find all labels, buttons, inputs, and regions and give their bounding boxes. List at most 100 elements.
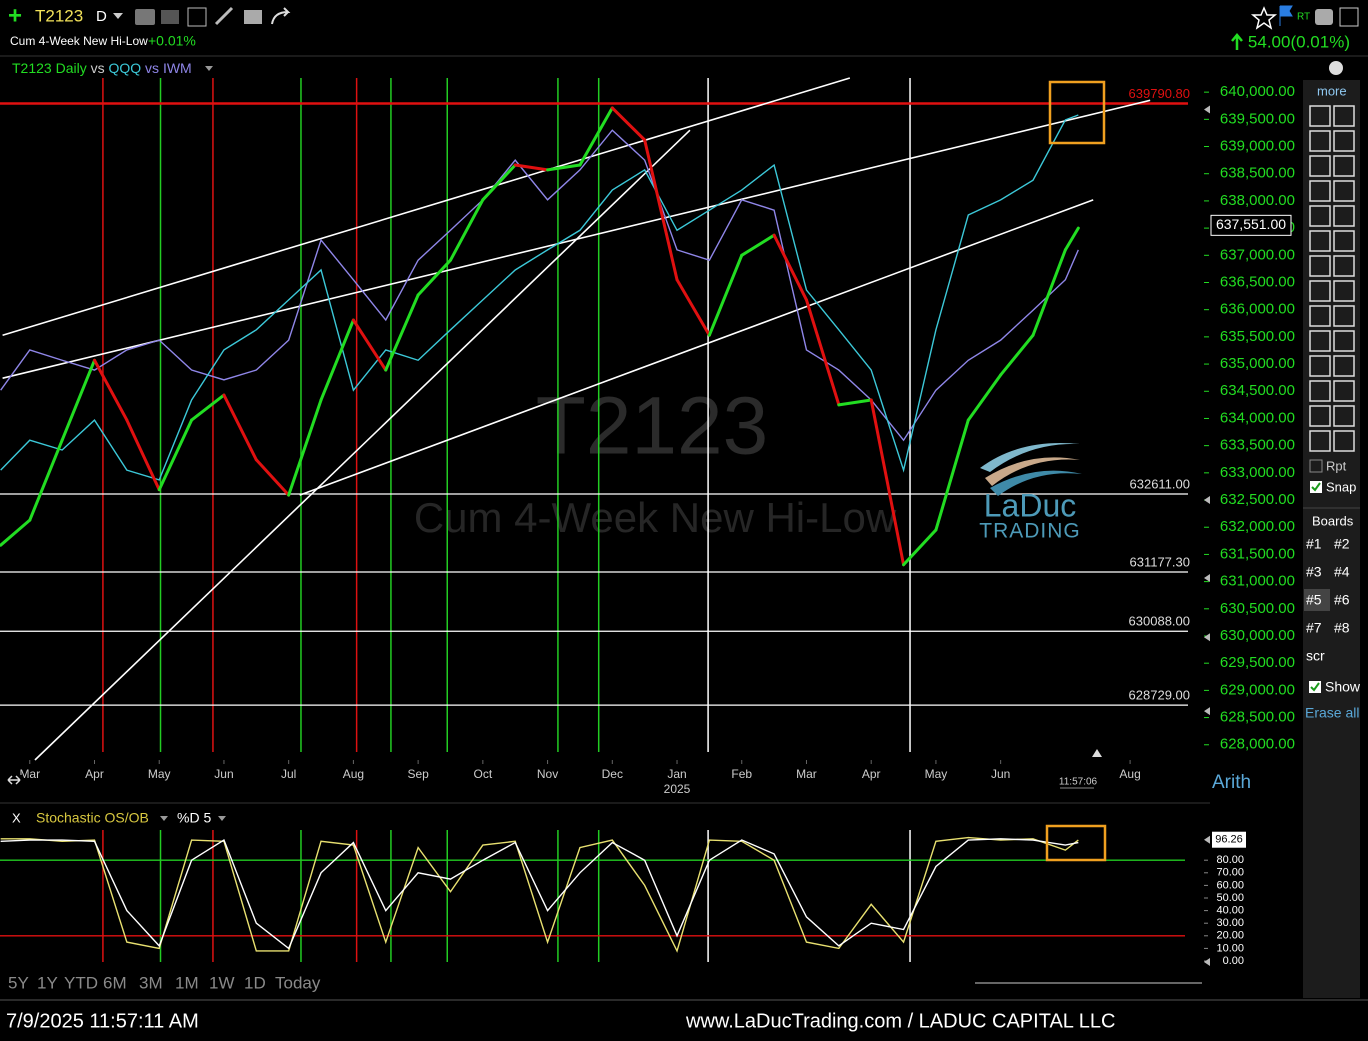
range-button[interactable]: 1M bbox=[175, 973, 199, 992]
series-segment bbox=[125, 418, 161, 492]
tool-button[interactable] bbox=[1309, 280, 1331, 302]
axis-icon bbox=[7, 775, 21, 785]
range-button[interactable]: YTD bbox=[64, 973, 98, 992]
range-button[interactable]: 6M bbox=[103, 973, 127, 992]
tool-button[interactable] bbox=[1309, 105, 1331, 127]
tool-button[interactable] bbox=[1333, 255, 1355, 277]
axis-marker bbox=[1204, 495, 1210, 504]
range-button[interactable]: 5Y bbox=[8, 973, 29, 992]
axis-marker bbox=[1204, 958, 1210, 966]
tool-button[interactable] bbox=[1333, 230, 1355, 252]
tool-button[interactable] bbox=[1333, 305, 1355, 327]
tool-button[interactable] bbox=[1333, 430, 1355, 452]
y-tick-label: 0.00 bbox=[1223, 955, 1244, 967]
checkbox[interactable] bbox=[1309, 459, 1323, 473]
board-button[interactable]: #5 bbox=[1306, 592, 1322, 608]
range-button[interactable]: Today bbox=[275, 973, 321, 992]
series-segment bbox=[740, 233, 776, 257]
tool-button[interactable] bbox=[1309, 130, 1331, 152]
dropdown bbox=[218, 816, 226, 821]
range-button[interactable]: 1Y bbox=[37, 973, 58, 992]
board-button[interactable]: #2 bbox=[1334, 536, 1350, 552]
highlight-box bbox=[1045, 824, 1107, 862]
tool-icon[interactable] bbox=[214, 6, 234, 26]
x-tick-label: May bbox=[148, 767, 171, 781]
tool-icon[interactable] bbox=[244, 10, 262, 24]
tool-button[interactable] bbox=[1309, 330, 1331, 352]
legend-entry: T2123 Daily bbox=[12, 60, 87, 76]
close-button[interactable]: X bbox=[12, 810, 21, 825]
time-marker bbox=[1092, 749, 1102, 757]
legend-dropdown bbox=[205, 66, 213, 71]
range-button[interactable]: 1D bbox=[244, 973, 266, 992]
share-icon[interactable] bbox=[271, 7, 291, 25]
board-button[interactable]: scr bbox=[1306, 648, 1325, 664]
checkmark bbox=[1311, 482, 1321, 492]
tool-button[interactable] bbox=[1333, 355, 1355, 377]
tool-button[interactable] bbox=[1333, 155, 1355, 177]
series-segment bbox=[869, 398, 906, 567]
x-tick-label: Jul bbox=[281, 767, 296, 781]
tool-button[interactable] bbox=[1309, 355, 1331, 377]
x-tick-label: Jun bbox=[991, 767, 1010, 781]
tool-button[interactable] bbox=[1309, 405, 1331, 427]
tool-icon[interactable] bbox=[161, 10, 179, 24]
tool-button[interactable] bbox=[1333, 280, 1355, 302]
flag-icon[interactable] bbox=[1279, 5, 1293, 26]
tool-button[interactable] bbox=[1309, 155, 1331, 177]
tool-icon[interactable] bbox=[187, 7, 207, 27]
axis-marker bbox=[1204, 633, 1210, 642]
y-tick-label: 631,500.00 bbox=[1220, 545, 1295, 562]
tool-button[interactable] bbox=[1309, 430, 1331, 452]
tool-button[interactable] bbox=[1333, 405, 1355, 427]
change: 54.00(0.01%) bbox=[1248, 32, 1350, 51]
axis-marker bbox=[1204, 835, 1210, 844]
favorite-icon[interactable] bbox=[1250, 6, 1278, 30]
board-button[interactable]: #6 bbox=[1334, 592, 1350, 608]
range-button[interactable]: 1W bbox=[209, 973, 235, 992]
board-button[interactable]: #8 bbox=[1334, 620, 1350, 636]
interval-dropdown[interactable] bbox=[113, 13, 123, 19]
tool-button[interactable] bbox=[1309, 205, 1331, 227]
series-segment bbox=[384, 293, 420, 372]
tool-button[interactable] bbox=[1333, 330, 1355, 352]
board-button[interactable]: #3 bbox=[1306, 564, 1322, 580]
series-segment bbox=[481, 163, 517, 202]
series-segment bbox=[319, 318, 355, 402]
board-button[interactable]: #7 bbox=[1306, 620, 1322, 636]
series-segment bbox=[351, 318, 388, 372]
y-tick-label: 20.00 bbox=[1216, 930, 1244, 942]
settings-icon[interactable] bbox=[1315, 9, 1333, 25]
tool-button[interactable] bbox=[1309, 255, 1331, 277]
tool-icon[interactable] bbox=[135, 9, 155, 25]
tool-button[interactable] bbox=[1309, 230, 1331, 252]
erase-all[interactable]: Erase all bbox=[1305, 705, 1359, 721]
series-segment bbox=[1063, 226, 1080, 252]
tool-button[interactable] bbox=[1309, 380, 1331, 402]
layout-icon[interactable] bbox=[1339, 7, 1359, 27]
y-tick-label: 631,000.00 bbox=[1220, 573, 1295, 590]
tool-button[interactable] bbox=[1309, 180, 1331, 202]
y-tick-label: 638,000.00 bbox=[1220, 192, 1295, 209]
trendline bbox=[299, 199, 1094, 496]
tool-button[interactable] bbox=[1333, 130, 1355, 152]
board-button[interactable]: #4 bbox=[1334, 564, 1350, 580]
y-tick-label: 60.00 bbox=[1216, 879, 1244, 891]
legend-entry: QQQ bbox=[108, 60, 141, 76]
add-button[interactable]: + bbox=[8, 2, 22, 29]
palette-icon[interactable] bbox=[1329, 61, 1343, 75]
tool-button[interactable] bbox=[1333, 180, 1355, 202]
symbol[interactable]: T2123 bbox=[35, 6, 83, 25]
tool-button[interactable] bbox=[1333, 105, 1355, 127]
tool-button[interactable] bbox=[1309, 305, 1331, 327]
logo-text: LaDuc bbox=[984, 487, 1077, 523]
more-button[interactable]: more bbox=[1317, 83, 1347, 98]
tool-button[interactable] bbox=[1333, 380, 1355, 402]
tool-button[interactable] bbox=[1333, 205, 1355, 227]
interval[interactable]: D bbox=[96, 8, 107, 25]
y-tick-label: 50.00 bbox=[1216, 892, 1244, 904]
series-segment bbox=[675, 278, 711, 337]
range-button[interactable]: 3M bbox=[139, 973, 163, 992]
board-button[interactable]: #1 bbox=[1306, 536, 1322, 552]
current-value-box bbox=[1212, 831, 1246, 848]
